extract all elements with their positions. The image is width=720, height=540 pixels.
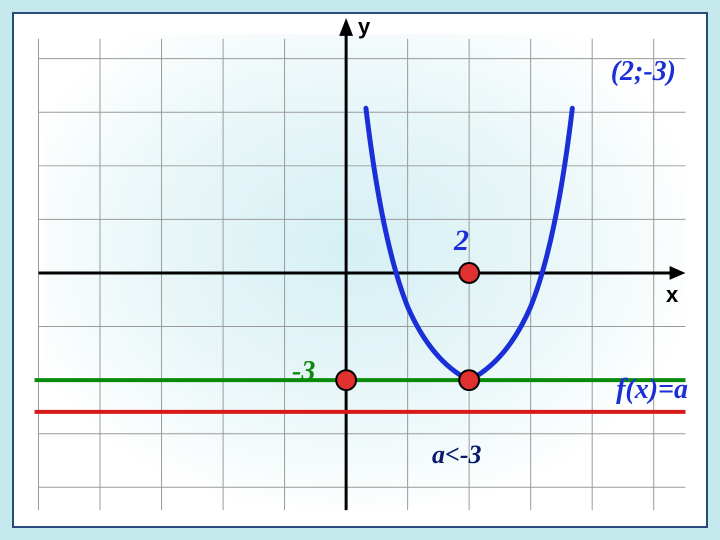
chart-svg — [14, 14, 706, 526]
outer-frame: y x (2;-3) 2 -3 f(x)=a a<-3 — [0, 0, 720, 540]
label-a-lt-neg3: a<-3 — [432, 440, 481, 470]
label-two: 2 — [454, 224, 469, 258]
label-neg3: -3 — [292, 356, 315, 388]
point-vertex — [459, 370, 479, 390]
label-fx-equals-a: f(x)=a — [616, 374, 688, 406]
label-point-2-neg3: (2;-3) — [611, 56, 676, 88]
point-y-axis-neg3 — [336, 370, 356, 390]
x-axis-label: x — [666, 282, 678, 308]
y-axis-label: y — [358, 14, 370, 40]
chart-frame: y x (2;-3) 2 -3 f(x)=a a<-3 — [12, 12, 708, 528]
axes — [39, 18, 686, 510]
point-x2-y0 — [459, 263, 479, 283]
